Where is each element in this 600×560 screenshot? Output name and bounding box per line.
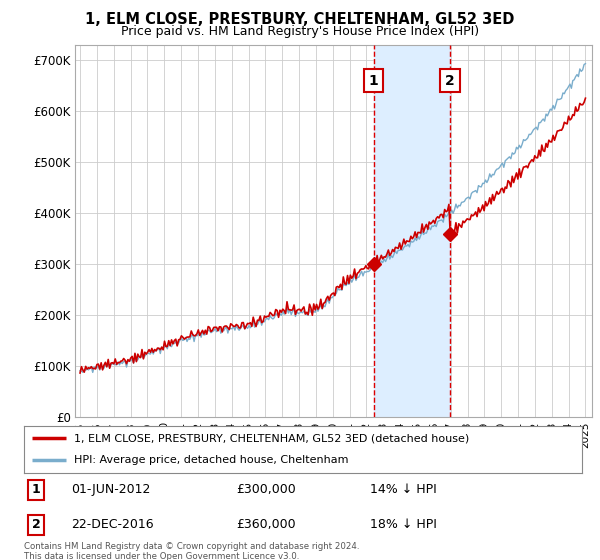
Text: 22-DEC-2016: 22-DEC-2016 — [71, 519, 154, 531]
Text: 2: 2 — [32, 519, 41, 531]
Text: £360,000: £360,000 — [236, 519, 296, 531]
Text: 2: 2 — [445, 73, 455, 87]
Text: 1: 1 — [32, 483, 41, 496]
Text: 01-JUN-2012: 01-JUN-2012 — [71, 483, 151, 496]
Text: 1: 1 — [368, 73, 379, 87]
Text: 1, ELM CLOSE, PRESTBURY, CHELTENHAM, GL52 3ED (detached house): 1, ELM CLOSE, PRESTBURY, CHELTENHAM, GL5… — [74, 433, 469, 444]
Text: 14% ↓ HPI: 14% ↓ HPI — [370, 483, 437, 496]
Text: HPI: Average price, detached house, Cheltenham: HPI: Average price, detached house, Chel… — [74, 455, 349, 465]
Text: Price paid vs. HM Land Registry's House Price Index (HPI): Price paid vs. HM Land Registry's House … — [121, 25, 479, 38]
Text: 18% ↓ HPI: 18% ↓ HPI — [370, 519, 437, 531]
Bar — [374, 45, 450, 417]
Text: £300,000: £300,000 — [236, 483, 296, 496]
Text: Contains HM Land Registry data © Crown copyright and database right 2024.
This d: Contains HM Land Registry data © Crown c… — [24, 542, 359, 560]
Text: 1, ELM CLOSE, PRESTBURY, CHELTENHAM, GL52 3ED: 1, ELM CLOSE, PRESTBURY, CHELTENHAM, GL5… — [85, 12, 515, 27]
